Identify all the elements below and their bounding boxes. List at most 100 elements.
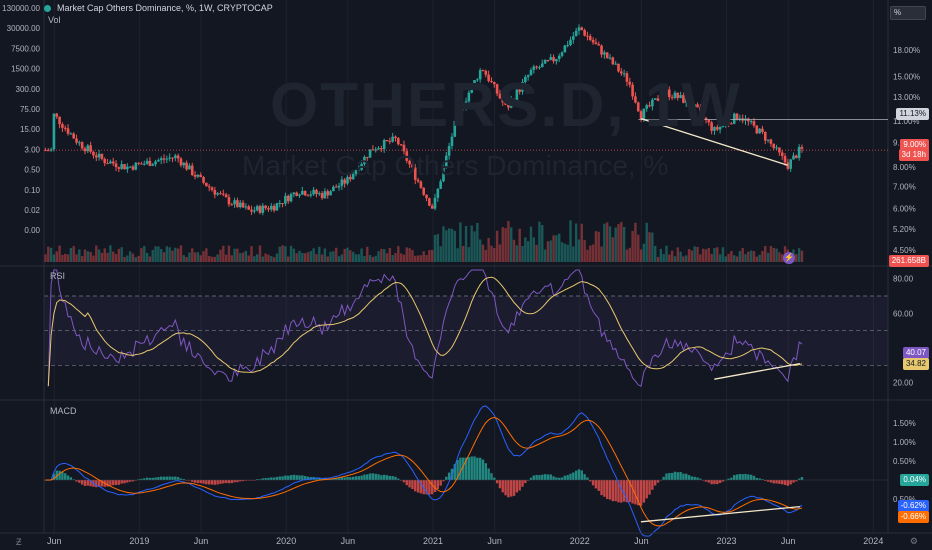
volume-bar bbox=[405, 247, 408, 262]
volume-bar bbox=[253, 256, 256, 262]
macd-histogram-bar bbox=[490, 473, 493, 480]
candle-body bbox=[281, 203, 284, 205]
candle-body bbox=[552, 57, 555, 62]
macd-histogram-bar bbox=[182, 478, 185, 480]
volume-bar bbox=[778, 252, 781, 262]
volume-axis-tick: 7500.00 bbox=[11, 44, 40, 53]
candle-body bbox=[492, 82, 496, 85]
macd-histogram-bar bbox=[210, 480, 214, 485]
volume-bar bbox=[340, 254, 344, 262]
candle-body bbox=[600, 45, 603, 55]
volume-bar bbox=[563, 243, 567, 262]
macd-histogram-bar bbox=[292, 474, 296, 480]
chart-title[interactable]: Market Cap Others Dominance, %, 1W, CRYP… bbox=[57, 3, 273, 13]
volume-bar bbox=[733, 255, 736, 262]
candle-body bbox=[377, 148, 380, 150]
lightning-icon[interactable]: ⚡ bbox=[783, 252, 795, 264]
volume-bar bbox=[442, 226, 445, 262]
macd-histogram-bar bbox=[687, 475, 691, 480]
macd-histogram-bar bbox=[744, 473, 747, 480]
candle-body bbox=[636, 102, 640, 112]
volume-bar bbox=[207, 255, 211, 262]
volume-bar bbox=[109, 245, 112, 262]
candle-body bbox=[357, 169, 361, 171]
volume-bar bbox=[55, 251, 58, 262]
volume-bar bbox=[165, 246, 169, 262]
tradingview-logo-icon[interactable]: Ƶ bbox=[16, 537, 22, 547]
macd-histogram-bar bbox=[227, 480, 231, 484]
volume-bar bbox=[368, 255, 372, 262]
volume-bar bbox=[250, 246, 253, 262]
macd-histogram-bar bbox=[464, 457, 468, 480]
volume-bar bbox=[303, 253, 307, 262]
volume-bar bbox=[323, 248, 327, 262]
macd-histogram-bar bbox=[741, 474, 744, 480]
price-divergence-line bbox=[640, 117, 788, 166]
candle-body bbox=[78, 142, 81, 144]
macd-histogram-bar bbox=[145, 477, 149, 480]
macd-histogram-bar bbox=[168, 476, 171, 480]
macd-histogram-bar bbox=[126, 480, 129, 483]
volume-bar bbox=[543, 249, 547, 262]
volume-bar bbox=[411, 250, 414, 262]
volume-bar bbox=[86, 251, 90, 262]
macd-histogram-bar bbox=[704, 480, 708, 482]
candle-body bbox=[126, 166, 129, 170]
volume-bar bbox=[261, 256, 265, 262]
candle-body bbox=[111, 161, 115, 164]
macd-histogram-bar bbox=[758, 478, 761, 480]
candle-body bbox=[100, 153, 104, 160]
macd-histogram-bar bbox=[157, 477, 160, 480]
volume-bar bbox=[143, 246, 146, 262]
volume-bar bbox=[301, 252, 304, 262]
candle-body bbox=[292, 192, 296, 195]
time-axis-label: Jun bbox=[341, 536, 356, 546]
candle-body bbox=[758, 128, 761, 134]
candle-body bbox=[555, 59, 558, 62]
macd-histogram-bar bbox=[193, 480, 197, 483]
volume-bar bbox=[713, 248, 716, 262]
candle-body bbox=[171, 157, 174, 159]
volume-tag: 261.658B bbox=[888, 255, 929, 267]
scale-percent-button[interactable]: % bbox=[890, 6, 926, 20]
macd-histogram-bar bbox=[605, 480, 609, 500]
volume-bar bbox=[738, 251, 742, 262]
macd-histogram-bar bbox=[335, 478, 338, 480]
macd-histogram-bar bbox=[673, 471, 677, 480]
candle-body bbox=[63, 127, 67, 129]
candle-body bbox=[346, 176, 349, 184]
volume-bar bbox=[174, 247, 177, 262]
volume-bar bbox=[718, 254, 722, 262]
candle-body bbox=[549, 57, 553, 60]
volume-bar bbox=[617, 224, 620, 262]
volume-bar bbox=[69, 247, 73, 262]
candle-body bbox=[405, 151, 409, 161]
macd-histogram-bar bbox=[78, 480, 81, 483]
candle-body bbox=[140, 163, 143, 165]
candle-body bbox=[653, 98, 657, 100]
macd-histogram-bar bbox=[738, 473, 742, 480]
rsi-label[interactable]: RSI bbox=[50, 271, 66, 281]
macd-histogram-bar bbox=[165, 476, 169, 480]
volume-bar bbox=[611, 237, 615, 262]
price-candles[interactable] bbox=[44, 24, 804, 216]
macd-histogram-bar bbox=[346, 476, 349, 480]
macd-histogram-bar bbox=[100, 480, 104, 487]
macd-histogram-bar bbox=[64, 473, 67, 480]
watermark-description: Market Cap Others Dominance, % bbox=[242, 150, 669, 181]
candle-body bbox=[512, 99, 516, 102]
volume-label[interactable]: Vol bbox=[48, 15, 61, 25]
settings-gear-icon[interactable]: ⚙ bbox=[909, 536, 918, 546]
macd-label[interactable]: MACD bbox=[50, 406, 77, 416]
macd-histogram-bar bbox=[462, 457, 465, 480]
volume-bar bbox=[532, 237, 536, 262]
candle-body bbox=[769, 139, 773, 144]
macd-histogram-bar bbox=[569, 473, 572, 480]
candle-body bbox=[433, 197, 437, 209]
candle-body bbox=[710, 122, 713, 131]
macd-histogram-bar bbox=[532, 475, 536, 480]
volume-bar bbox=[795, 253, 798, 262]
price-axis-tick: 7.00% bbox=[893, 182, 916, 191]
candle-body bbox=[617, 63, 620, 72]
